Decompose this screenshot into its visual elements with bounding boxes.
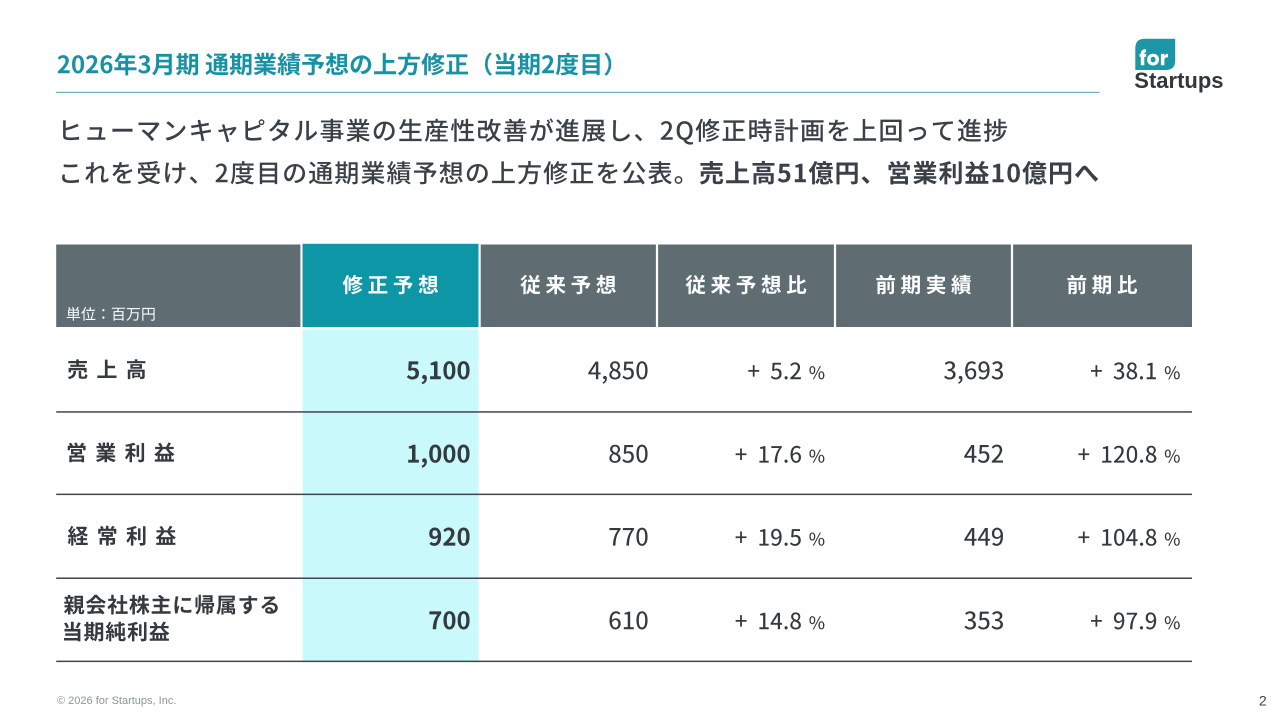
svg-text:© 2026 for Startups, Inc.: © 2026 for Startups, Inc.: [57, 695, 176, 707]
svg-text:Startups: Startups: [1134, 68, 1223, 93]
svg-text:2: 2: [1259, 694, 1267, 710]
